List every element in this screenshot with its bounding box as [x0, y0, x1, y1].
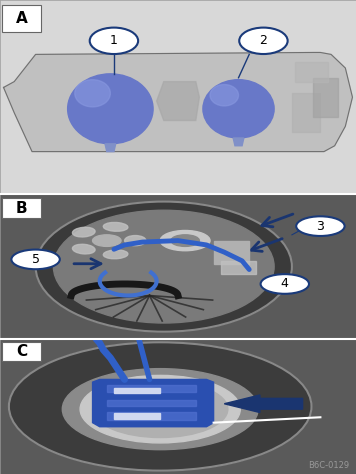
- Polygon shape: [107, 400, 196, 407]
- Ellipse shape: [75, 80, 110, 107]
- Circle shape: [261, 274, 309, 294]
- Text: 4: 4: [281, 277, 289, 291]
- Ellipse shape: [103, 250, 128, 259]
- Ellipse shape: [203, 80, 274, 138]
- Ellipse shape: [210, 84, 239, 106]
- FancyArrow shape: [224, 395, 303, 412]
- Text: 3: 3: [316, 219, 324, 233]
- Ellipse shape: [53, 210, 274, 323]
- Ellipse shape: [72, 244, 95, 254]
- Ellipse shape: [103, 222, 128, 231]
- Text: 1: 1: [110, 34, 118, 47]
- FancyBboxPatch shape: [2, 342, 41, 361]
- Circle shape: [171, 235, 199, 246]
- Polygon shape: [157, 82, 199, 120]
- Ellipse shape: [62, 369, 258, 450]
- Text: 2: 2: [260, 34, 267, 47]
- Polygon shape: [114, 388, 160, 393]
- Polygon shape: [221, 261, 256, 274]
- Polygon shape: [4, 53, 352, 152]
- Polygon shape: [93, 380, 214, 427]
- Circle shape: [93, 235, 121, 246]
- Polygon shape: [233, 138, 244, 146]
- Ellipse shape: [93, 381, 228, 438]
- Polygon shape: [214, 241, 249, 264]
- FancyBboxPatch shape: [2, 198, 41, 218]
- Polygon shape: [105, 144, 116, 152]
- Ellipse shape: [72, 227, 95, 237]
- Ellipse shape: [125, 236, 146, 246]
- Polygon shape: [107, 385, 196, 392]
- Ellipse shape: [36, 201, 292, 332]
- Text: A: A: [15, 11, 27, 26]
- Polygon shape: [292, 93, 320, 132]
- Circle shape: [90, 27, 138, 54]
- Polygon shape: [313, 78, 338, 117]
- Polygon shape: [107, 412, 196, 420]
- FancyBboxPatch shape: [2, 5, 41, 32]
- Ellipse shape: [9, 342, 311, 471]
- Text: B6C-0129: B6C-0129: [308, 461, 349, 470]
- Text: C: C: [16, 344, 27, 359]
- Ellipse shape: [80, 375, 240, 443]
- Ellipse shape: [160, 230, 210, 251]
- Polygon shape: [114, 413, 160, 419]
- Text: B: B: [16, 201, 27, 216]
- Ellipse shape: [68, 74, 153, 144]
- Polygon shape: [295, 62, 328, 82]
- Circle shape: [239, 27, 288, 54]
- Circle shape: [11, 250, 60, 269]
- Circle shape: [296, 216, 345, 236]
- Text: 5: 5: [32, 253, 40, 266]
